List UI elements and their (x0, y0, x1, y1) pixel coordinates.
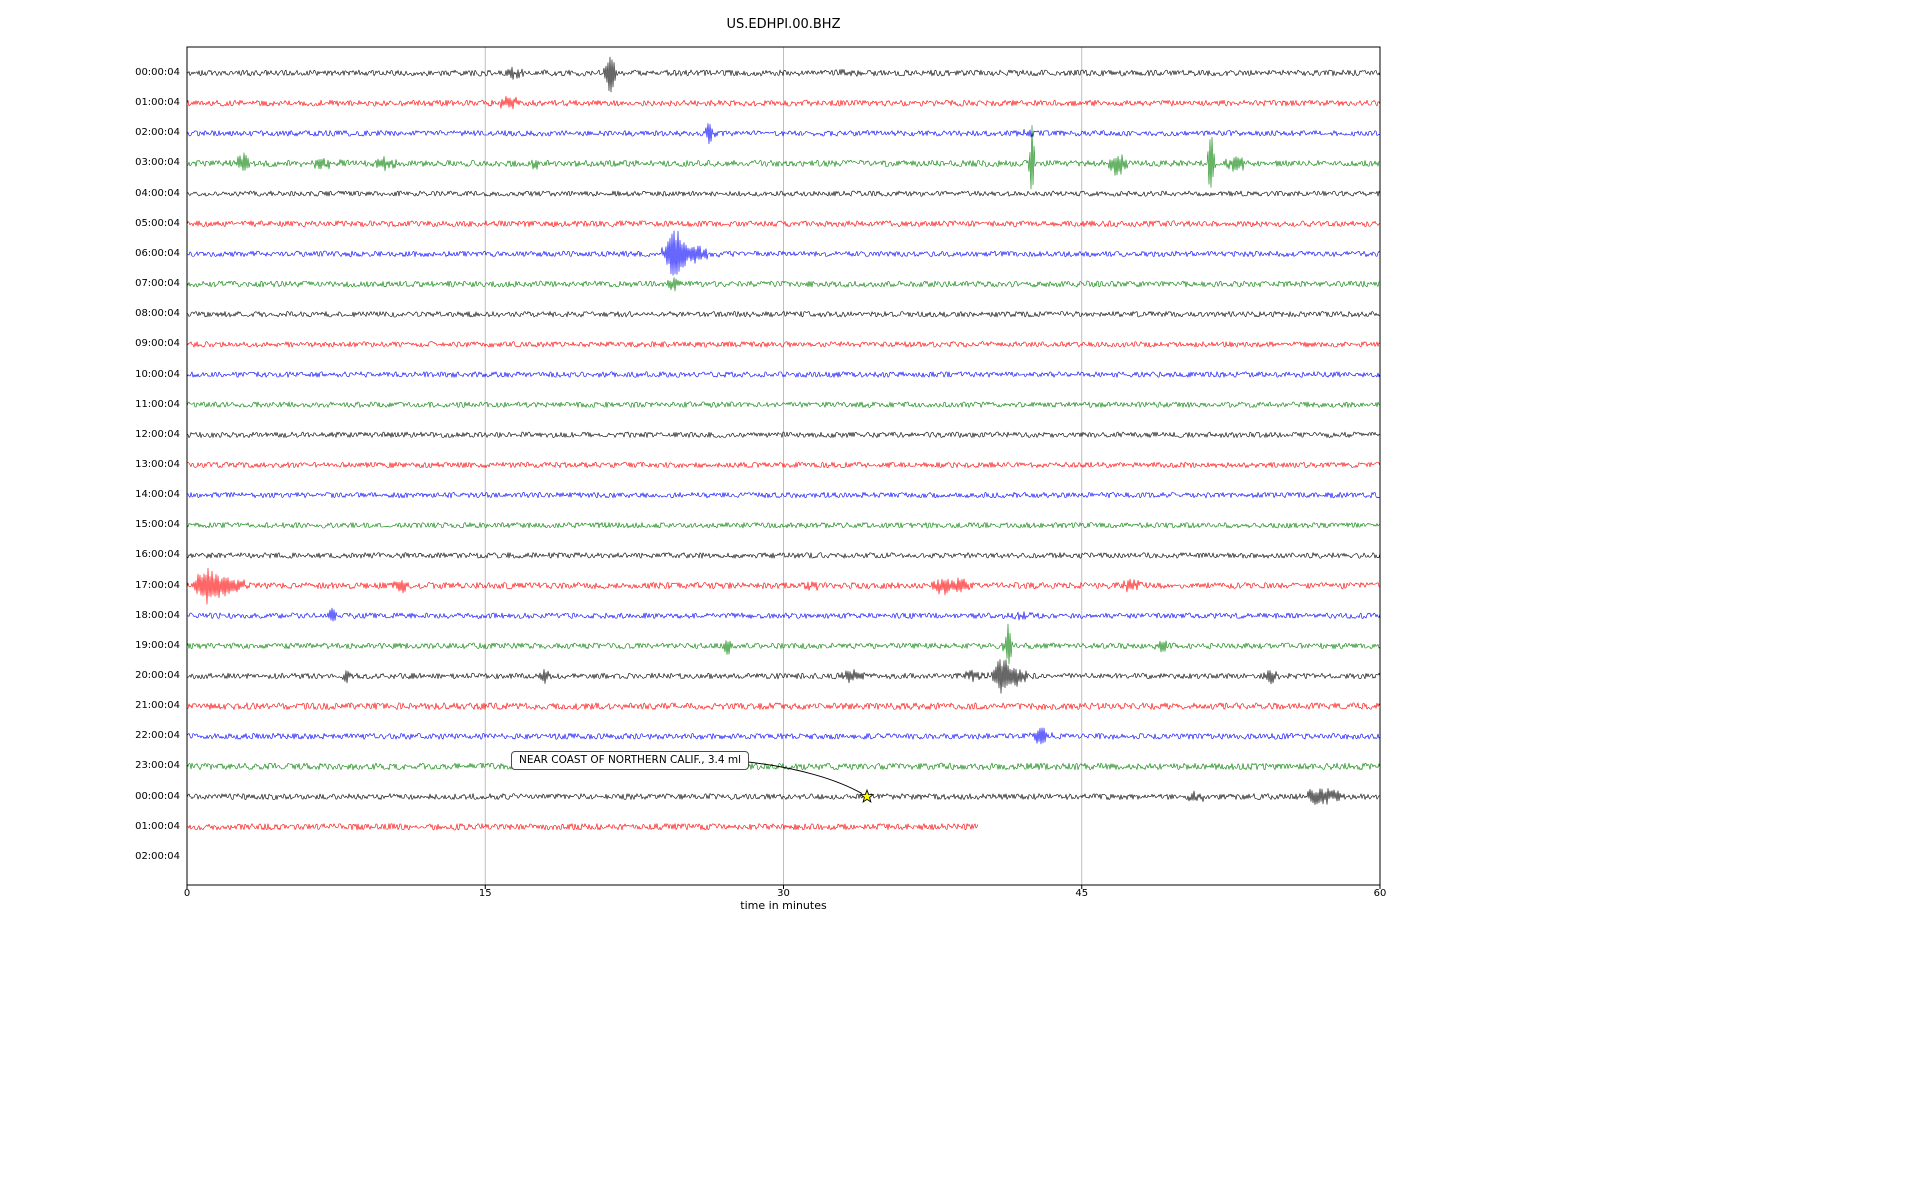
x-axis-label: time in minutes (740, 899, 827, 912)
y-axis-label: 14:00:04 (135, 489, 180, 501)
x-tick-label: 45 (1075, 888, 1089, 899)
y-axis-label: 12:00:04 (135, 428, 180, 440)
y-axis-label: 05:00:04 (135, 217, 180, 229)
x-tick-label: 60 (1373, 888, 1387, 899)
y-axis-label: 07:00:04 (135, 278, 180, 290)
y-axis-label: 04:00:04 (135, 187, 180, 199)
y-axis-label: 09:00:04 (135, 338, 180, 350)
y-axis-label: 02:00:04 (135, 127, 180, 139)
y-axis-label: 02:00:04 (135, 850, 180, 862)
y-axis-label: 08:00:04 (135, 308, 180, 320)
y-axis-label: 13:00:04 (135, 458, 180, 470)
y-axis-label: 23:00:04 (135, 760, 180, 772)
waveform-trace (187, 190, 1380, 197)
waveform-trace (187, 823, 979, 831)
waveform-trace (187, 567, 1380, 605)
waveform-trace (187, 788, 1380, 805)
waveform-trace (187, 607, 1380, 622)
y-axis-label: 01:00:04 (135, 97, 180, 109)
waveform-trace (187, 762, 1380, 771)
x-tick-label: 15 (478, 888, 492, 899)
waveform-trace (187, 431, 1380, 438)
waveform-trace (187, 522, 1380, 529)
waveform-trace (187, 123, 1380, 144)
waveform-trace (187, 341, 1380, 348)
waveform-trace (187, 727, 1380, 745)
y-axis-label: 11:00:04 (135, 398, 180, 410)
annotation-connector (747, 761, 863, 795)
waveform-trace (187, 492, 1380, 499)
y-axis-label: 16:00:04 (135, 549, 180, 561)
y-axis-label: 19:00:04 (135, 639, 180, 651)
waveform-trace (187, 125, 1380, 190)
waveform-trace (187, 311, 1380, 318)
trace-group (187, 56, 1380, 831)
y-axis-label: 00:00:04 (135, 67, 180, 78)
x-tick-label: 0 (183, 888, 191, 899)
waveform-trace (187, 702, 1380, 710)
y-axis-label: 01:00:04 (135, 820, 180, 832)
waveform-trace (187, 623, 1380, 665)
y-axis-label: 03:00:04 (135, 157, 180, 169)
y-axis-label: 20:00:04 (135, 670, 180, 681)
y-axis-label: 06:00:04 (135, 247, 180, 259)
chart-title: US.EDHPI.00.BHZ (726, 17, 841, 32)
star-icon (859, 788, 875, 803)
waveform-trace (187, 220, 1380, 227)
y-axis-label: 15:00:04 (135, 519, 180, 531)
y-axis-label: 17:00:04 (135, 579, 180, 591)
waveform-trace (187, 461, 1380, 468)
x-tick-label: 30 (777, 888, 790, 899)
y-axis-label: 22:00:04 (135, 730, 180, 742)
waveform-trace (187, 401, 1380, 408)
y-axis-label: 10:00:04 (135, 368, 180, 380)
waveform-trace (187, 96, 1380, 110)
waveform-trace (187, 230, 1380, 276)
waveform-trace (187, 56, 1380, 93)
y-axis-label: 00:00:04 (135, 790, 180, 802)
y-axis-label: 18:00:04 (135, 609, 180, 621)
waveform-trace (187, 277, 1380, 292)
event-annotation: NEAR COAST OF NORTHERN CALIF., 3.4 ml (511, 751, 750, 770)
waveform-trace (187, 371, 1380, 378)
y-axis-label: 21:00:04 (135, 700, 180, 712)
waveform-trace (187, 552, 1380, 559)
waveform-trace (187, 659, 1380, 694)
